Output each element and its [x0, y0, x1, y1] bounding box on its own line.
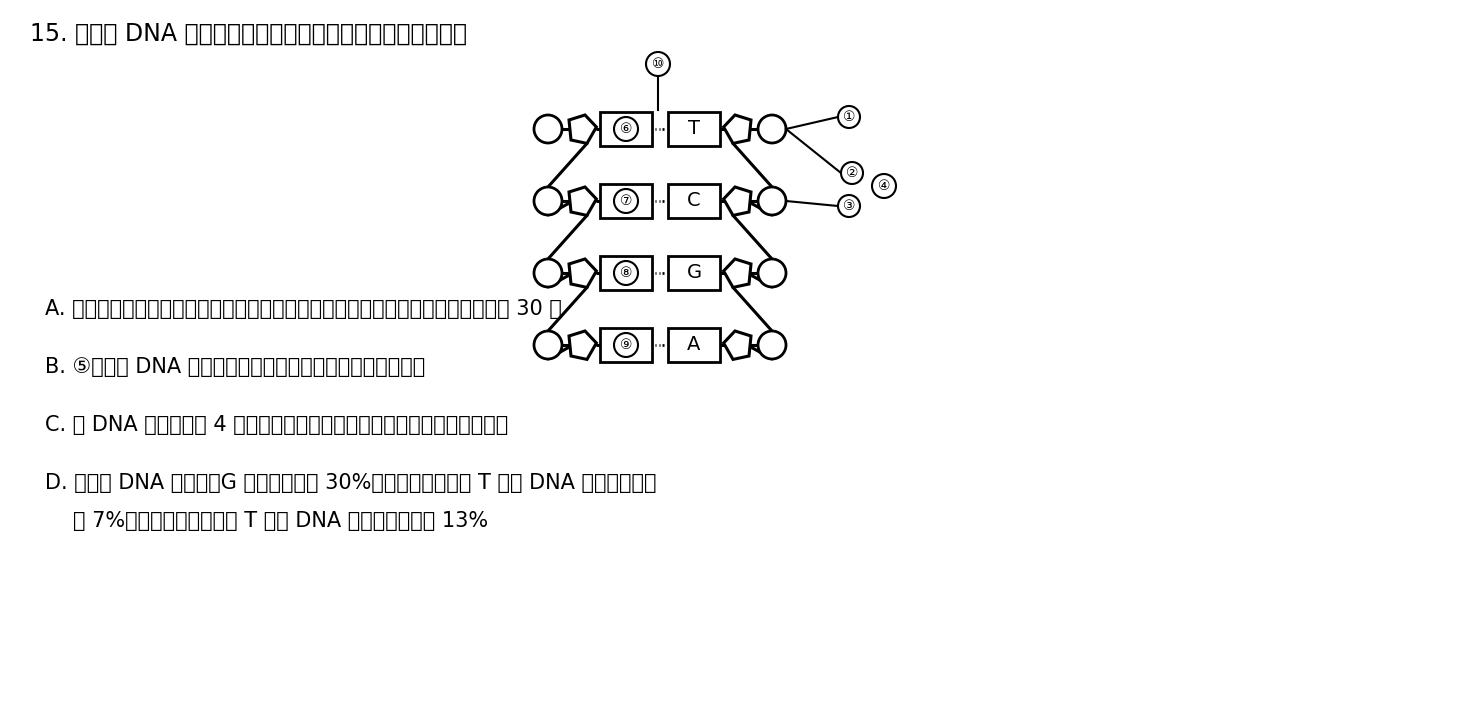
FancyBboxPatch shape [601, 184, 652, 218]
Circle shape [534, 187, 562, 215]
Text: 15. 如图为 DNA 分子结构示意图，下列对该图的叙述正确的是: 15. 如图为 DNA 分子结构示意图，下列对该图的叙述正确的是 [30, 22, 466, 46]
Polygon shape [723, 259, 751, 287]
Polygon shape [723, 115, 751, 143]
Text: ⑧: ⑧ [620, 266, 632, 280]
FancyBboxPatch shape [669, 184, 720, 218]
Text: A. 若仅用订书钉将脲氧核糖、磷酸、碱基连为一体并构建如图的片段，则需订书钉 30 个: A. 若仅用订书钉将脲氧核糖、磷酸、碱基连为一体并构建如图的片段，则需订书钉 3… [44, 299, 562, 319]
Text: ⑨: ⑨ [620, 338, 632, 352]
Text: C: C [688, 192, 701, 211]
Text: G: G [686, 264, 701, 282]
FancyBboxPatch shape [669, 112, 720, 146]
Text: 的 7%，那么另一条链中的 T 占该 DNA 分子碱基总数的 13%: 的 7%，那么另一条链中的 T 占该 DNA 分子碱基总数的 13% [72, 511, 489, 531]
Text: ③: ③ [843, 199, 855, 213]
Circle shape [614, 261, 638, 285]
Circle shape [614, 189, 638, 213]
Text: B. ⑤是构成 DNA 的基本组成单位，名称是胞噘啶脲氧核苷酸: B. ⑤是构成 DNA 的基本组成单位，名称是胞噘啶脲氧核苷酸 [44, 357, 425, 377]
Polygon shape [570, 331, 596, 359]
Polygon shape [723, 187, 751, 216]
Circle shape [614, 117, 638, 141]
Circle shape [841, 162, 863, 184]
Polygon shape [723, 331, 751, 359]
Polygon shape [570, 187, 596, 216]
Text: D. 某双链 DNA 分子中，G 占碱基总数的 30%，其中一条链中的 T 占该 DNA 分子碱基总数: D. 某双链 DNA 分子中，G 占碱基总数的 30%，其中一条链中的 T 占该… [44, 473, 657, 493]
Polygon shape [570, 259, 596, 287]
FancyBboxPatch shape [601, 328, 652, 362]
Text: T: T [688, 119, 700, 138]
Text: ④: ④ [878, 179, 890, 193]
Circle shape [614, 333, 638, 357]
Circle shape [838, 195, 861, 217]
Text: ⑩: ⑩ [652, 57, 664, 71]
Text: ⑦: ⑦ [620, 194, 632, 208]
FancyBboxPatch shape [601, 112, 652, 146]
Circle shape [759, 115, 787, 143]
Circle shape [759, 187, 787, 215]
FancyBboxPatch shape [669, 328, 720, 362]
Circle shape [838, 106, 861, 128]
Circle shape [759, 259, 787, 287]
Circle shape [534, 259, 562, 287]
Text: ①: ① [843, 110, 855, 124]
Text: ②: ② [846, 166, 858, 180]
Polygon shape [570, 115, 596, 143]
FancyBboxPatch shape [601, 256, 652, 290]
Circle shape [872, 174, 896, 198]
Text: A: A [688, 335, 701, 355]
Circle shape [646, 52, 670, 76]
Text: ⑥: ⑥ [620, 122, 632, 136]
Text: C. 该 DNA 分子可能有 4 种碱基对排列顺序，但不一定都能出现在生物体内: C. 该 DNA 分子可能有 4 种碱基对排列顺序，但不一定都能出现在生物体内 [44, 415, 508, 435]
Circle shape [759, 331, 787, 359]
Circle shape [534, 115, 562, 143]
FancyBboxPatch shape [669, 256, 720, 290]
Circle shape [534, 331, 562, 359]
